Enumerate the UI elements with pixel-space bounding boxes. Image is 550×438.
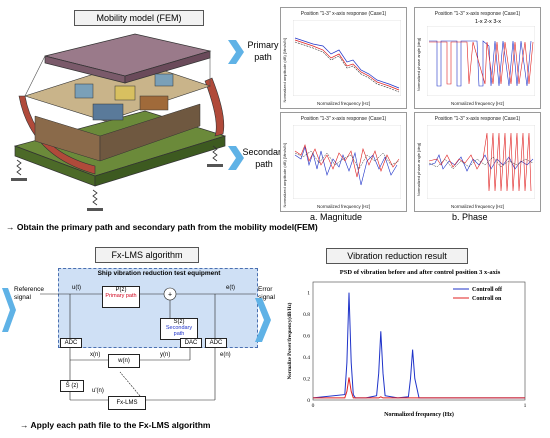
adc-left-label: ADC — [64, 340, 78, 346]
error-signal-label: Error signal — [258, 286, 275, 302]
result-title: Vibration reduction result — [347, 251, 447, 261]
secondary-path-arrow — [228, 146, 244, 170]
legend-label: Controll on — [472, 296, 502, 302]
reference-line1: Reference — [14, 286, 44, 293]
apply-paths-text: → Apply each path file to the Fx-LMS alg… — [20, 420, 211, 430]
y-tick-label: 0.6 — [303, 334, 310, 340]
y-tick-label: 0.8 — [303, 312, 310, 318]
fem-title-box: Mobility model (FEM) — [74, 10, 204, 26]
plot-area — [427, 125, 535, 199]
dac-label: DAC — [184, 340, 198, 346]
primary-path-arrow — [228, 40, 244, 64]
plot-ylabel: Normalized amplitude (dB) [Mm/s/N] — [282, 38, 287, 103]
w-n-label: w(n) — [118, 358, 130, 364]
result-title-box: Vibration reduction result — [326, 248, 468, 264]
plot-xlabel: Normalized frequency [Hz] — [450, 101, 505, 106]
error-line1: Error — [258, 286, 273, 293]
svg-text:+: + — [168, 292, 172, 299]
plot-area — [293, 20, 401, 96]
x-axis-label: Normalized frequency (Hz) — [384, 411, 454, 418]
psd-chart: 0 0.2 0.4 0.6 0.8 1 0 1 Normalized frequency (Hz… — [288, 281, 527, 418]
adaptive-filter-block: w(n) — [108, 354, 140, 368]
plot-xlabel: Normalized frequency [Hz] — [316, 101, 371, 106]
primary-path-line2: path — [254, 52, 272, 62]
u-prime-label: u'(n) — [92, 388, 104, 394]
primary-phase-plot: Position "1-3" x-axis response (Case1) N… — [414, 7, 541, 109]
fxlms-block: Fx-LMS — [108, 396, 146, 410]
secondary-phase-plot: Position "1-3" x-axis response (Case1) N… — [414, 112, 541, 212]
y-tick-label: 1 — [307, 291, 310, 297]
x-n-label: x(n) — [90, 352, 101, 358]
s-z-label: S(z) — [173, 319, 185, 325]
test-equipment-label: Ship vibration reduction test equipment — [97, 270, 221, 277]
primary-path-label: Primary path — [244, 39, 282, 63]
secondary-magnitude-plot: Position "1-3" x-axis response (Case1) N… — [280, 112, 407, 212]
legend-item: 3-x — [493, 19, 501, 25]
secondary-path-label: Secondary path — [240, 146, 288, 170]
y-tick-label: 0 — [307, 398, 310, 404]
plot-ylabel: Normalized amplitude (dB) [Mm/s/N] — [282, 143, 287, 208]
plot-area — [427, 26, 535, 96]
primary-path-text: Primary path — [105, 293, 137, 299]
dac-block: DAC — [180, 338, 202, 348]
plot-title: Position "1-3" x-axis response (Case1) — [434, 116, 521, 122]
s-hat-label: Ŝ (z) — [65, 383, 79, 389]
fxlms-block-label: Fx-LMS — [116, 400, 138, 406]
adc-left-block: ADC — [60, 338, 82, 348]
plot-title: Position "1-3" x-axis response (Case1) — [300, 11, 387, 17]
y-tick-label: 0.4 — [303, 355, 310, 361]
caption-magnitude: a. Magnitude — [310, 212, 363, 222]
error-line2: signal — [258, 294, 275, 301]
series-line-2 — [313, 377, 525, 399]
legend-item: 1-x — [475, 19, 483, 25]
test-equipment-box — [58, 268, 258, 348]
fxlms-input-arrow — [2, 288, 16, 332]
u-t-label: u(t) — [72, 285, 81, 291]
y-n-label: y(n) — [160, 352, 171, 358]
y-tick-label: 0.2 — [303, 377, 310, 383]
psd-chart-title: PSD of vibration before and after contro… — [339, 269, 501, 276]
fem-model-image — [11, 33, 227, 211]
s-hat-block: Ŝ (z) — [60, 380, 84, 392]
reference-signal-label: Reference signal — [14, 286, 44, 302]
plot-xlabel: Normalized frequency [Hz] — [450, 204, 505, 209]
primary-path-line1: Primary — [247, 40, 279, 50]
fem-title: Mobility model (FEM) — [96, 13, 182, 23]
secondary-path-line1: Secondary — [242, 147, 286, 157]
caption-phase: b. Phase — [452, 212, 488, 222]
plot-title: Position "1-3" x-axis response (Case1) — [300, 116, 387, 122]
plot-area — [293, 125, 401, 199]
legend-label: Controll off — [472, 287, 503, 293]
series-line-1 — [312, 292, 525, 399]
adc-right-block: ADC — [205, 338, 227, 348]
primary-path-block: P(z) Primary path — [102, 286, 140, 308]
plot-title: Position "1-3" x-axis response (Case1) — [434, 11, 521, 17]
plot-xlabel: Normalized frequency [Hz] — [316, 204, 371, 209]
reference-line2: signal — [14, 294, 31, 301]
y-axis-label: Normalize Power/frequency(dB/Hz) — [288, 302, 293, 379]
x-tick-label: 1 — [524, 403, 527, 409]
plot-legend: 1-x 2-x 3-x — [475, 19, 501, 25]
plot-ylabel: Normalized phase angle [deg] — [416, 143, 421, 197]
fxlms-title-box: Fx-LMS algorithm — [95, 247, 199, 263]
secondary-path-block: S(z) Secondary path — [160, 318, 198, 340]
secondary-path-text: Secondary path — [165, 325, 193, 337]
obtain-paths-text: → Obtain the primary path and secondary … — [6, 222, 318, 232]
p-z-label: P(z) — [115, 287, 127, 293]
fxlms-title: Fx-LMS algorithm — [111, 250, 183, 260]
x-tick-label: 0 — [312, 403, 315, 409]
plot-ylabel: Normalized phase angle [deg] — [416, 38, 421, 92]
result-arrow — [255, 298, 271, 342]
adc-right-label: ADC — [209, 340, 223, 346]
primary-magnitude-plot: Position "1-3" x-axis response (Case1) N… — [280, 7, 407, 109]
legend-item: 2-x — [484, 19, 492, 25]
secondary-path-line2: path — [255, 159, 273, 169]
e-n-label: e(n) — [220, 352, 231, 358]
e-t-label: e(t) — [226, 285, 235, 291]
